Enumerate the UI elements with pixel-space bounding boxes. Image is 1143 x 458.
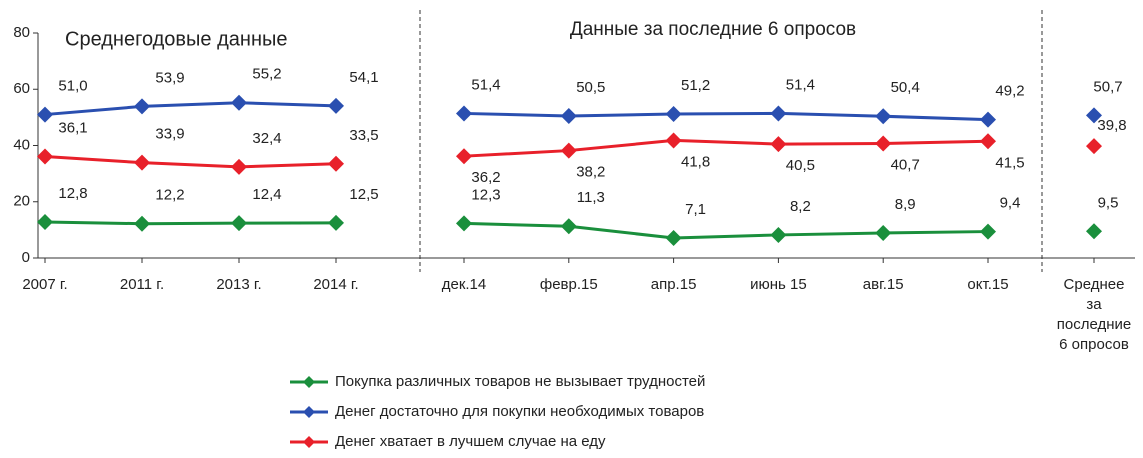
value-label: 51,2	[681, 77, 710, 94]
series-line	[44, 220, 337, 226]
marker	[875, 135, 892, 152]
marker	[37, 214, 53, 230]
marker	[456, 148, 472, 165]
value-label: 51,0	[58, 78, 87, 95]
marker	[770, 226, 787, 243]
value-label: 38,2	[576, 164, 605, 181]
value-label: 7,1	[685, 201, 706, 218]
group-title: Среднегодовые данные	[65, 28, 287, 50]
value-label: 51,4	[786, 76, 815, 93]
value-label: 55,2	[252, 66, 281, 83]
value-label: 33,9	[155, 126, 184, 143]
value-label: 11,3	[577, 189, 605, 206]
value-label: 36,1	[58, 119, 87, 136]
y-tick-label: 40	[13, 136, 30, 153]
y-tick-label: 20	[13, 193, 30, 210]
marker	[134, 154, 150, 171]
x-tick-label: апр.15	[650, 276, 697, 293]
x-tick-label: февр.15	[539, 276, 598, 293]
legend-marker	[303, 406, 315, 418]
value-label: 12,5	[349, 186, 378, 203]
legend-marker	[303, 376, 315, 388]
value-label: 41,8	[681, 153, 710, 170]
legend-label: Денег достаточно для покупки необходимых…	[335, 403, 704, 420]
value-label: 50,7	[1093, 78, 1122, 95]
marker	[456, 105, 472, 122]
marker	[560, 218, 577, 235]
marker	[328, 214, 344, 231]
value-label: 39,8	[1097, 117, 1126, 134]
series-line	[463, 221, 989, 240]
x-tick-label: июнь 15	[750, 276, 807, 293]
x-tick-label: авг.15	[862, 276, 904, 293]
value-label: 8,2	[790, 198, 811, 215]
value-label: 49,2	[995, 83, 1024, 100]
legend-label: Покупка различных товаров не вызывает тр…	[335, 373, 705, 390]
marker	[1086, 138, 1102, 155]
x-tick-label: окт.15	[967, 276, 1009, 293]
value-label: 9,5	[1098, 194, 1119, 211]
value-label: 33,5	[349, 127, 378, 144]
marker	[328, 155, 344, 172]
marker	[770, 136, 787, 153]
marker	[980, 133, 996, 150]
marker	[560, 142, 577, 159]
y-tick-label: 60	[13, 80, 30, 97]
marker	[665, 132, 682, 149]
legend-label: Денег хватает в лучшем случае на еду	[335, 433, 606, 450]
marker	[134, 215, 150, 232]
x-tick-label: 2011 г.	[119, 276, 165, 293]
group-title: Данные за последние 6 опросов	[570, 19, 856, 40]
value-label: 9,4	[1000, 195, 1021, 212]
marker	[665, 106, 682, 122]
x-tick-label: 2007 г.	[22, 276, 68, 293]
value-label: 53,9	[155, 69, 184, 86]
value-label: 32,4	[252, 130, 281, 147]
x-tick-label: 2013 г.	[216, 276, 262, 293]
series-line	[463, 111, 989, 122]
value-label: 50,4	[891, 79, 920, 96]
marker	[231, 94, 247, 111]
y-tick-label: 0	[22, 249, 30, 266]
series-line	[463, 138, 989, 158]
marker	[875, 224, 892, 241]
marker	[37, 106, 53, 123]
marker	[1086, 107, 1102, 124]
value-label: 12,8	[58, 185, 87, 202]
legend-marker	[303, 436, 315, 448]
value-label: 51,4	[471, 76, 500, 93]
marker	[134, 98, 150, 115]
marker	[328, 97, 344, 114]
marker	[980, 111, 996, 128]
value-label: 40,7	[891, 157, 920, 174]
marker	[875, 108, 892, 125]
series-line	[44, 101, 337, 117]
value-label: 12,3	[471, 186, 500, 203]
value-label: 40,5	[786, 157, 815, 174]
y-tick-label: 80	[13, 24, 30, 41]
value-label: 12,2	[155, 187, 184, 204]
marker	[456, 215, 472, 232]
value-label: 41,5	[995, 154, 1024, 171]
value-label: 12,4	[252, 186, 281, 203]
x-tick-label: Среднее за последние 6 опросов	[1056, 276, 1132, 353]
value-label: 8,9	[895, 196, 916, 213]
marker	[560, 107, 577, 124]
marker	[231, 215, 247, 232]
x-tick-label: дек.14	[441, 276, 487, 293]
value-label: 54,1	[349, 69, 378, 86]
marker	[231, 158, 247, 175]
marker	[980, 223, 996, 240]
marker	[770, 105, 787, 122]
marker	[37, 148, 53, 165]
x-tick-label: 2014 г.	[313, 276, 359, 293]
series-line	[44, 154, 337, 169]
marker	[1086, 223, 1102, 240]
value-label: 50,5	[576, 79, 605, 96]
marker	[665, 230, 682, 247]
value-label: 36,2	[471, 169, 500, 186]
